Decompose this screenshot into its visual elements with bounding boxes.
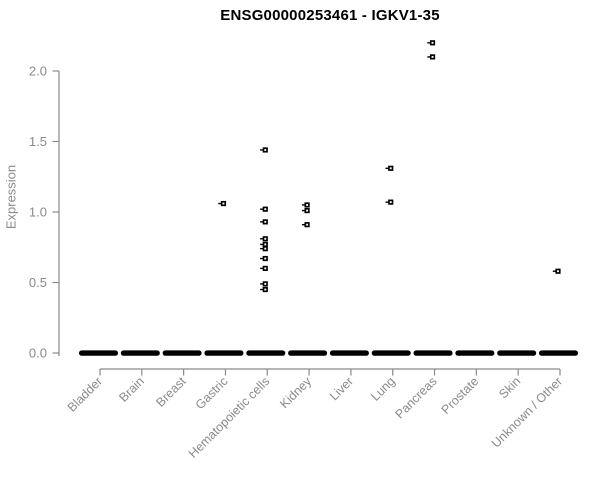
zero-expression-cluster	[497, 350, 537, 356]
zero-expression-cluster	[329, 350, 369, 356]
zero-expression-cluster	[120, 350, 160, 356]
x-tick-label: Lung	[368, 374, 398, 404]
x-tick-label: Brain	[116, 374, 147, 405]
zero-expression-cluster	[204, 350, 244, 356]
data-point-center	[306, 209, 309, 212]
x-tick-label: Hematopoietic cells	[186, 374, 273, 461]
zero-expression-cluster	[246, 350, 286, 356]
data-point-center	[389, 201, 392, 204]
x-tick-label: Unknown / Other	[489, 374, 565, 450]
zero-expression-cluster	[288, 350, 328, 356]
data-point-center	[222, 202, 225, 205]
data-point-center	[264, 220, 267, 223]
data-point-center	[557, 270, 559, 273]
data-point-center	[306, 204, 309, 206]
data-point-center	[431, 41, 434, 44]
data-point-center	[264, 288, 267, 291]
y-tick-label: 0.0	[29, 346, 47, 361]
zero-expression-cluster	[371, 350, 411, 356]
zero-expression-cluster	[539, 350, 578, 356]
data-point-center	[264, 208, 267, 211]
x-tick-label: Skin	[496, 374, 523, 401]
y-tick-label: 1.5	[29, 134, 47, 149]
zero-expression-cluster	[162, 350, 202, 356]
x-tick-label: Bladder	[65, 374, 105, 414]
x-tick-label: Breast	[153, 374, 189, 410]
x-tick-label: Prostate	[439, 374, 482, 417]
zero-expression-cluster	[455, 350, 495, 356]
zero-expression-cluster	[79, 350, 118, 356]
zero-expression-cluster	[413, 350, 453, 356]
data-point-center	[264, 247, 267, 250]
data-point-center	[264, 257, 267, 260]
y-tick-label: 0.5	[29, 275, 47, 290]
data-point-center	[389, 167, 392, 170]
data-point-center	[264, 243, 267, 246]
x-tick-label: Liver	[327, 374, 356, 403]
data-point-center	[306, 223, 309, 226]
chart-title: ENSG00000253461 - IGKV1-35	[220, 7, 440, 24]
y-tick-label: 1.0	[29, 205, 47, 220]
data-point-center	[264, 267, 267, 270]
x-tick-label: Gastric	[193, 374, 231, 412]
y-tick-label: 2.0	[29, 64, 47, 79]
x-tick-label: Pancreas	[392, 374, 439, 421]
data-point-center	[264, 149, 267, 151]
data-point-center	[264, 237, 267, 240]
data-point-center	[431, 55, 434, 58]
data-point-center	[264, 282, 267, 285]
x-tick-label: Kidney	[277, 374, 314, 411]
